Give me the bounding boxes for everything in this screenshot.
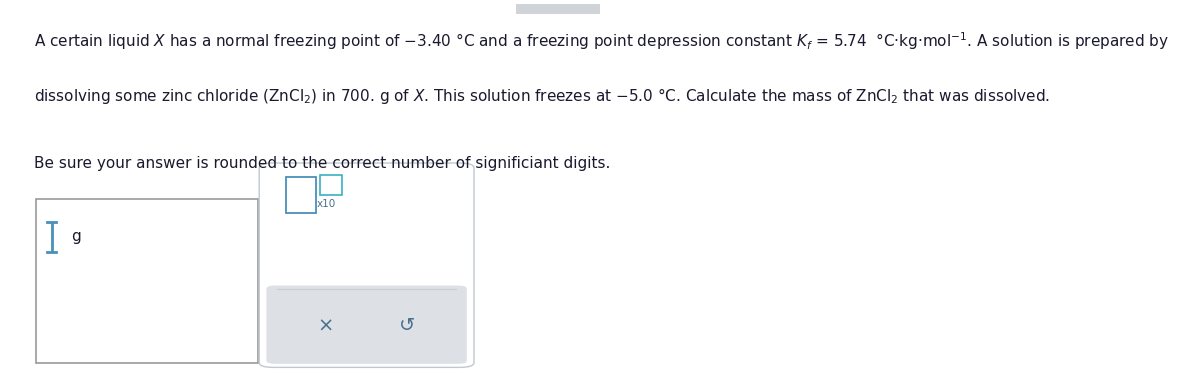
Bar xyxy=(286,177,316,213)
FancyBboxPatch shape xyxy=(266,285,467,364)
Text: g: g xyxy=(71,229,80,245)
Bar xyxy=(36,199,258,363)
Text: x10: x10 xyxy=(317,199,336,209)
Text: ×: × xyxy=(318,316,334,335)
FancyBboxPatch shape xyxy=(259,163,474,367)
Bar xyxy=(320,176,342,195)
Bar xyxy=(516,4,600,14)
Text: A certain liquid $\mathit{X}$ has a normal freezing point of $-$3.40 °C and a fr: A certain liquid $\mathit{X}$ has a norm… xyxy=(34,30,1169,52)
Text: dissolving some zinc chloride (ZnCl$_2$) in 700. g of $\mathit{X}$. This solutio: dissolving some zinc chloride (ZnCl$_2$)… xyxy=(34,85,1050,106)
Text: Be sure your answer is rounded to the correct number of significiant digits.: Be sure your answer is rounded to the co… xyxy=(34,156,610,171)
Text: ↺: ↺ xyxy=(400,316,415,335)
